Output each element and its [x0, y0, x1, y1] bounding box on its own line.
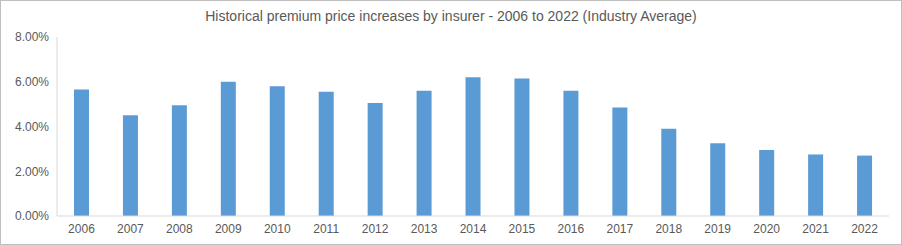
svg-text:2013: 2013 [411, 222, 438, 236]
svg-text:2019: 2019 [704, 222, 731, 236]
svg-text:2.00%: 2.00% [15, 165, 49, 179]
svg-text:2006: 2006 [68, 222, 95, 236]
svg-text:2021: 2021 [802, 222, 829, 236]
svg-text:2015: 2015 [509, 222, 536, 236]
svg-text:2016: 2016 [558, 222, 585, 236]
svg-text:2010: 2010 [264, 222, 291, 236]
html-text:Historical premium price incre: Historical premium price increases by in… [205, 8, 697, 24]
svg-text:2012: 2012 [362, 222, 389, 236]
svg-text:0.00%: 0.00% [15, 209, 49, 223]
svg-text:8.00%: 8.00% [15, 30, 49, 44]
svg-text:2018: 2018 [655, 222, 682, 236]
svg-text:2011: 2011 [313, 222, 339, 236]
svg-text:2017: 2017 [606, 222, 633, 236]
svg-text:2014: 2014 [460, 222, 487, 236]
svg-text:2007: 2007 [117, 222, 144, 236]
svg-text:4.00%: 4.00% [15, 120, 49, 134]
svg-text:6.00%: 6.00% [15, 75, 49, 89]
svg-text:2009: 2009 [215, 222, 242, 236]
svg-text:2022: 2022 [851, 222, 878, 236]
svg-text:2020: 2020 [753, 222, 780, 236]
svg-text:2008: 2008 [166, 222, 193, 236]
